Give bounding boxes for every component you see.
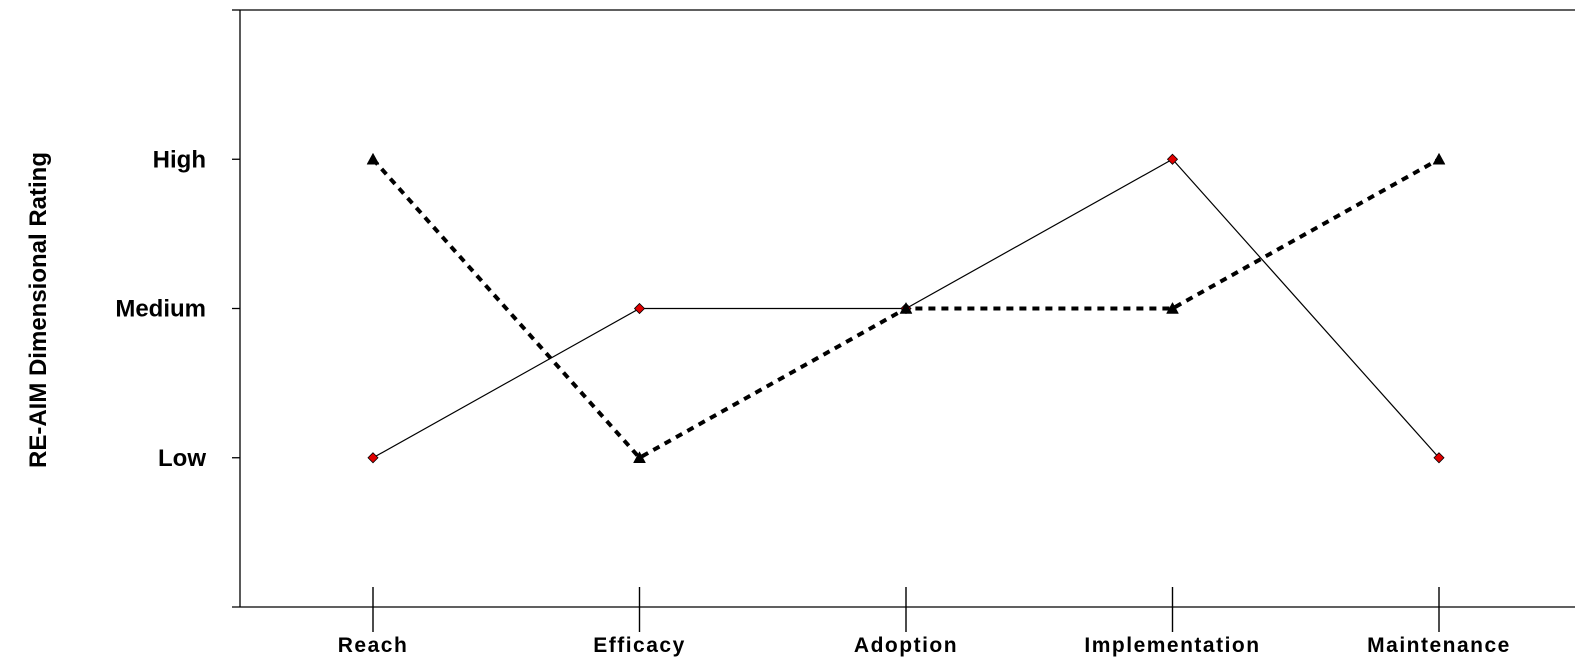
series-2-point-maintenance (1432, 152, 1446, 165)
y-axis-label: RE-AIM Dimensional Rating (25, 152, 52, 468)
series-1-point-efficacy (633, 302, 646, 315)
series-1-point-reach (367, 452, 379, 464)
series-2-point-implementation (1166, 301, 1179, 314)
y-tick-label-low: Low (158, 445, 206, 472)
series-2-point-reach (366, 152, 380, 165)
series-1-point-maintenance (1433, 452, 1445, 464)
x-tick-label-adoption: Adoption (854, 634, 958, 657)
x-tick-label-reach: Reach (338, 634, 409, 657)
y-tick-label-medium: Medium (115, 296, 206, 323)
y-tick-label-high: High (153, 146, 206, 173)
series-2-point-efficacy (633, 451, 646, 463)
x-tick-label-maintenance: Maintenance (1367, 634, 1511, 657)
series-1-point-implementation (1166, 153, 1179, 165)
x-tick-label-efficacy: Efficacy (593, 634, 686, 657)
x-tick-label-implementation: Implementation (1084, 634, 1260, 657)
y-ticks: Low Medium High (115, 146, 240, 472)
x-ticks: Reach Efficacy Adoption Implementation Maint… (338, 587, 1511, 657)
series-markers (366, 152, 1446, 464)
series-2-point-adoption (899, 301, 913, 314)
